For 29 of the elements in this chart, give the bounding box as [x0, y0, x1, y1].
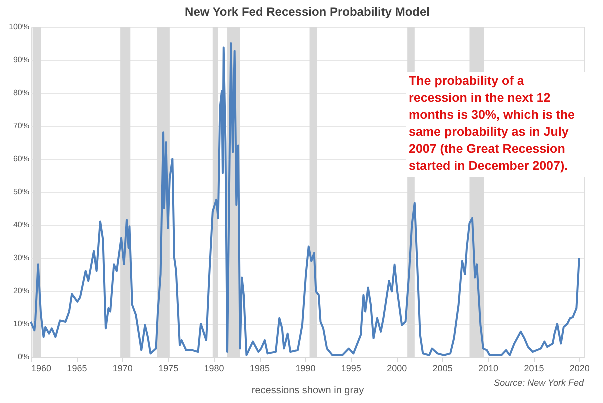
x-tick-label: 1975: [158, 364, 179, 374]
y-tick-label: 30%: [13, 254, 30, 262]
y-tick-label: 0%: [18, 352, 30, 362]
x-tick-label: 1965: [67, 364, 88, 374]
y-tick-label: 40%: [13, 220, 30, 230]
x-tick-label: 2005: [432, 364, 453, 374]
x-tick-label: 1970: [112, 364, 133, 374]
y-tick-label: 90%: [13, 56, 30, 64]
y-tick-label: 10%: [13, 320, 30, 328]
chart-title: New York Fed Recession Probability Model: [185, 5, 430, 19]
x-tick-label: 2015: [524, 364, 544, 374]
x-tick-label: 1985: [250, 364, 270, 374]
y-tick-label: 80%: [13, 88, 30, 98]
x-tick-label: 1960: [32, 364, 52, 374]
y-tick-label: 60%: [13, 154, 30, 164]
x-tick-label: 1990: [296, 364, 316, 374]
y-tick-label: 70%: [13, 122, 30, 130]
x-tick-label: 1980: [204, 364, 224, 374]
y-tick-label: 50%: [13, 188, 30, 196]
line-series: [30, 42, 580, 356]
y-tick-label: 100%: [9, 22, 30, 32]
x-tick-label: 1995: [341, 364, 362, 374]
y-tick-label: 20%: [13, 286, 30, 296]
x-tick-label: 2000: [387, 364, 408, 374]
source-note: Source: New York Fed: [494, 378, 585, 388]
x-tick-label: 2010: [478, 364, 499, 374]
annotation: The probability of a recession in the next 12 months is 30%, which is the same probability as in July 2007 (the Great Recession started in December 2007).: [409, 74, 576, 173]
x-tick-label: 2020: [570, 364, 590, 374]
x-axis-title: recessions shown in gray: [252, 386, 364, 396]
